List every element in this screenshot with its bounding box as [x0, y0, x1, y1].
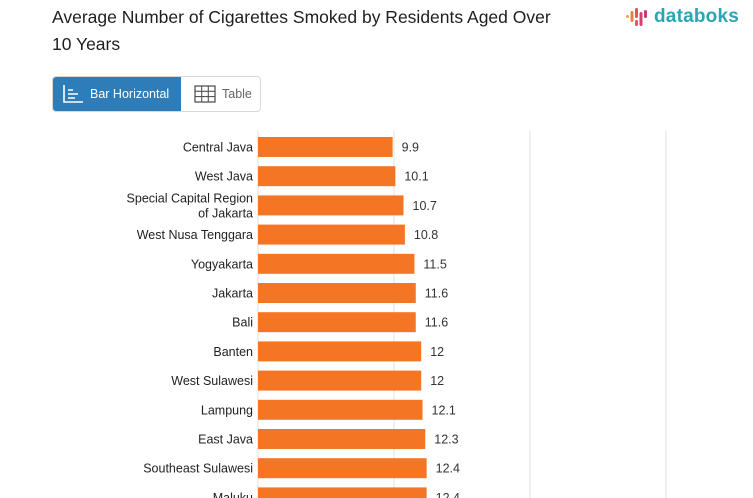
- bar[interactable]: [258, 283, 416, 303]
- bar[interactable]: [258, 370, 422, 391]
- tab-bar-horizontal-label: Bar Horizontal: [90, 87, 170, 101]
- value-label: 10.8: [414, 228, 438, 242]
- category-label: Special Capital Region of Jakarta: [127, 191, 254, 220]
- category-label: West Java: [195, 170, 253, 184]
- category-label: Central Java: [183, 141, 253, 155]
- bar[interactable]: [258, 166, 396, 187]
- bar[interactable]: [258, 253, 415, 274]
- category-label: Jakarta: [212, 287, 253, 301]
- category-label: Bali: [232, 316, 253, 330]
- value-label: 12.4: [436, 491, 460, 498]
- bar-horizontal-icon: [63, 85, 83, 103]
- view-tabs: Bar Horizontal Table: [52, 76, 261, 112]
- value-label: 12.3: [434, 433, 458, 447]
- brand-name: databoks: [654, 6, 740, 27]
- bar-chart: Central Java 9.9 West Java 10.1 Special Capi…: [127, 131, 667, 498]
- category-label: West Nusa Tenggara: [137, 228, 253, 242]
- bar[interactable]: [258, 487, 427, 498]
- bar[interactable]: [258, 137, 393, 157]
- tab-table[interactable]: Table: [181, 77, 252, 111]
- value-label: 9.9: [402, 141, 419, 155]
- table-grid-icon: [194, 85, 216, 103]
- databoks-logo-icon: [626, 8, 647, 26]
- bar[interactable]: [258, 429, 426, 449]
- category-label: Maluku: [213, 491, 253, 498]
- value-label: 10.7: [413, 199, 437, 213]
- category-label: Yogyakarta: [191, 257, 253, 271]
- category-label: East Java: [198, 433, 253, 447]
- value-label: 12.4: [436, 462, 460, 476]
- brand-logo[interactable]: databoks: [625, 6, 739, 28]
- bar[interactable]: [258, 399, 423, 420]
- category-label: Southeast Sulawesi: [143, 462, 253, 476]
- bar[interactable]: [258, 458, 427, 479]
- tab-table-label: Table: [222, 87, 252, 101]
- value-label: 11.5: [423, 257, 446, 271]
- category-label: Banten: [213, 345, 253, 359]
- value-label: 11.6: [425, 316, 448, 330]
- value-label: 10.1: [404, 170, 428, 184]
- value-label: 12: [430, 374, 444, 388]
- category-label: Lampung: [201, 403, 253, 417]
- value-label: 12.1: [432, 403, 456, 417]
- bar[interactable]: [258, 195, 404, 216]
- category-label: West Sulawesi: [171, 374, 253, 388]
- value-label: 12: [430, 345, 444, 359]
- bar[interactable]: [258, 341, 422, 362]
- bar[interactable]: [258, 224, 405, 245]
- value-label: 11.6: [425, 287, 448, 301]
- chart-title: Average Number of Cigarettes Smoked by R…: [52, 7, 551, 54]
- bar[interactable]: [258, 312, 416, 333]
- tab-bar-horizontal[interactable]: Bar Horizontal: [53, 77, 181, 111]
